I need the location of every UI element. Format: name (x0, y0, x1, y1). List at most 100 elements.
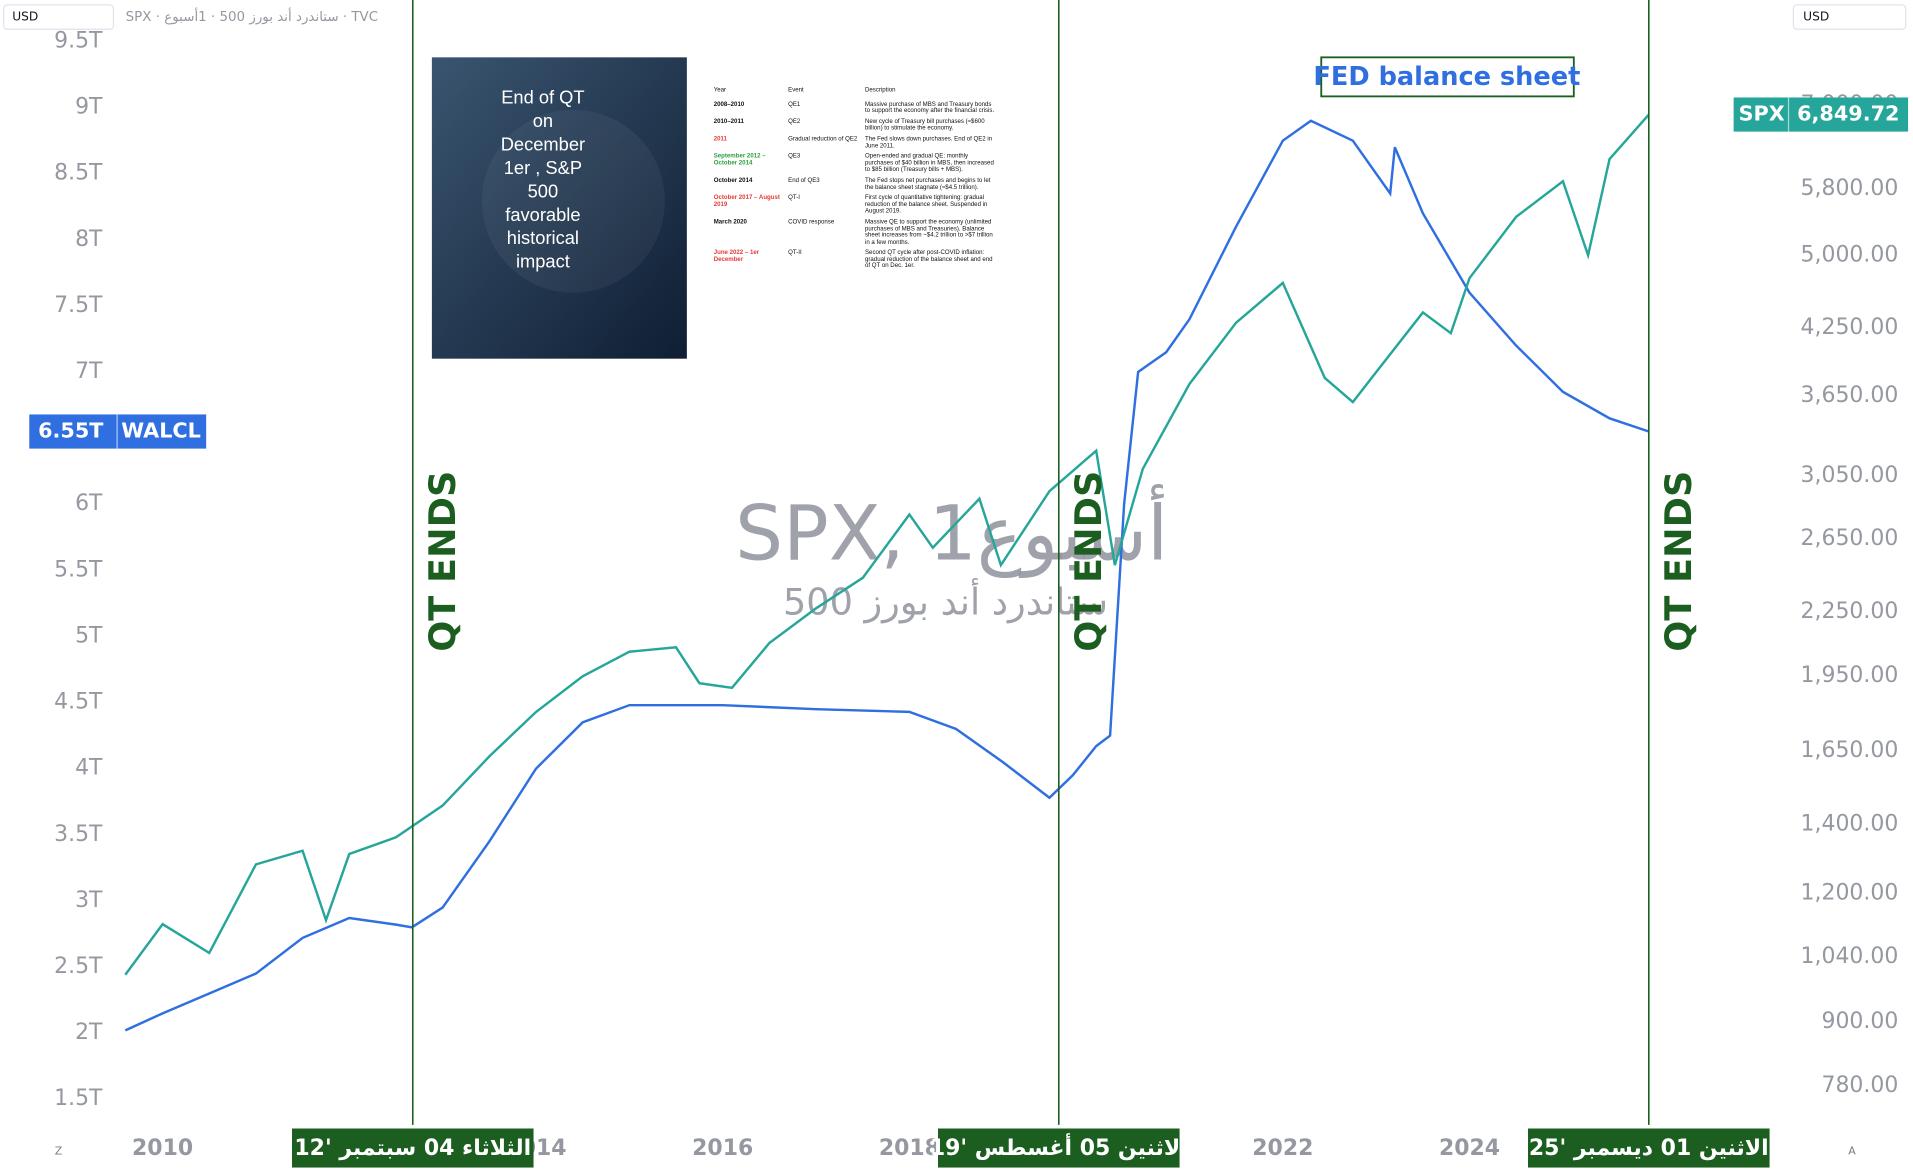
y2-tick-label: 1,650.00 (1801, 738, 1899, 763)
y2-tick-label: 900.00 (1821, 1009, 1898, 1034)
axis-button[interactable]: A (1848, 1145, 1856, 1158)
y-tick-label: 7.5T (54, 293, 103, 318)
x-tick-label: 2010 (132, 1136, 193, 1161)
series-line (124, 113, 1650, 976)
y-tick-label: 6T (75, 491, 103, 516)
table-cell: The Fed slows down purchases. End of QE2… (864, 135, 993, 150)
table-row: Year Event Description (713, 86, 997, 95)
currency-box[interactable] (3, 4, 115, 30)
marker-label: QT ENDS (421, 471, 464, 652)
inset-title-line: December (501, 133, 585, 154)
x-tick-label: 2018 (879, 1136, 940, 1161)
table-cell: End of QE3 (788, 176, 820, 185)
y-tick-label: 8.5T (54, 161, 103, 186)
table-cell: 2011 (713, 135, 727, 143)
legend-name: WALCL (121, 419, 201, 443)
table-cell: September 2012 – October 2014 (713, 152, 766, 167)
table-row: March 2020 COVID response Massive QE to su… (713, 218, 997, 247)
table-cell: QE3 (788, 152, 801, 161)
y-tick-label: 5T (75, 623, 103, 648)
inset-title-line: End of QT (501, 87, 584, 108)
y-tick-label: 3.5T (54, 822, 103, 847)
table-cell: June 2022 – 1er December (713, 249, 760, 264)
currency[interactable]: USD (1803, 10, 1829, 24)
y2-tick-label: 4,250.00 (1801, 315, 1899, 340)
table-row: 2011 Gradual reduction of QE2 The Fed slow… (713, 135, 997, 151)
y-tick-label: 1.5T (54, 1086, 103, 1111)
inset-title-line: historical (507, 227, 579, 248)
annotation-box (1320, 56, 1575, 98)
table-cell: QE2 (788, 118, 801, 126)
x-tick-label: 2016 (692, 1136, 753, 1161)
inset-title-line: on (533, 110, 553, 131)
table-row: October 2014 End of QE3 The Fed stops net … (713, 176, 997, 192)
y2-tick-label: 2,650.00 (1801, 526, 1899, 551)
table-cell: QT-II (788, 249, 802, 257)
table-cell: QT-I (788, 194, 800, 202)
price-label: 6.55T (38, 419, 104, 443)
inset-title-line: impact (516, 251, 570, 272)
currency-box[interactable] (1792, 4, 1907, 30)
y-tick-label: 3T (75, 888, 103, 913)
inset-decoration (481, 109, 665, 293)
table-cell: Gradual reduction of QE2 (788, 135, 858, 143)
marker-label: QT ENDS (1657, 471, 1700, 652)
table-cell: 2008–2010 (713, 100, 745, 109)
currency[interactable]: USD (12, 10, 38, 24)
y2-tick-label: 1,950.00 (1801, 663, 1899, 688)
y-tick-label: 5.5T (54, 557, 103, 582)
table-cell: 2010–2011 (713, 118, 744, 126)
inset-title-line: 500 (528, 180, 559, 201)
annotation: FED balance sheet (1313, 62, 1580, 92)
price-label-box (1733, 97, 1909, 132)
price-label: 6,849.72 (1797, 102, 1899, 126)
table-cell: Description (864, 86, 896, 94)
y-tick-label: 8T (75, 227, 103, 252)
axis-button[interactable]: Z (55, 1145, 63, 1158)
table-cell: October 2017 – August 2019 (713, 194, 780, 209)
table-cell: Open-ended and gradual QE: monthly purch… (864, 152, 994, 174)
table-cell: October 2014 (713, 176, 753, 185)
inset-image (431, 57, 687, 359)
table-row: October 2017 – August 2019 QT-I First cycl… (713, 194, 997, 216)
legend-name: SPX (1739, 102, 1785, 126)
watermark: SPX, 1أسبوع (735, 484, 1168, 579)
table-cell: QE1 (788, 100, 801, 109)
table-row: 2008–2010 QE1 Massive purchase of MBS and … (713, 100, 997, 116)
marker-label: QT ENDS (1067, 471, 1110, 652)
y2-tick-label: 1,040.00 (1801, 944, 1899, 969)
y2-tick-label: 1,200.00 (1801, 880, 1899, 905)
y-tick-label: 2T (75, 1020, 103, 1045)
watermark-subtitle: ستاندرد أند بورز 500 (783, 577, 1108, 623)
table-cell: Year (713, 86, 727, 94)
date-label: الثلاثاء 04 سبتمبر '12 (294, 1136, 531, 1161)
date-label-box (291, 1128, 534, 1168)
y-tick-label: 7T (75, 359, 103, 384)
y2-tick-label: 5,800.00 (1801, 176, 1899, 201)
y-tick-label: 9.5T (54, 28, 103, 53)
table-row: 2010–2011 QE2 New cycle of Treasury bill p… (713, 118, 997, 133)
y2-tick-label: 780.00 (1821, 1073, 1898, 1098)
table-cell: Event (788, 86, 804, 94)
inset-table: Year Event Description 2008–2010 QE1 Massive … (713, 86, 997, 275)
table-row: June 2022 – 1er December QT-II Second QT c… (714, 250, 997, 270)
table-cell: March 2020 (713, 218, 747, 226)
table-cell: New cycle of Treasury bill purchases (≈$… (864, 118, 985, 133)
table-cell: First cycle of quantitative tightening: … (864, 194, 988, 216)
y2-tick-label: 1,400.00 (1801, 811, 1899, 836)
y-tick-label: 2.5T (54, 954, 103, 979)
y-tick-label: 9T (75, 95, 103, 120)
date-label: الاثنين 05 أغسطس '19 (930, 1132, 1188, 1161)
date-label-box (1528, 1128, 1770, 1168)
table-row: September 2012 – October 2014 QE3 Open-end… (713, 152, 997, 174)
table-cell: Massive purchase of MBS and Treasury bon… (864, 100, 995, 115)
inset-title-line: favorable (505, 204, 580, 225)
y-tick-label: 4T (75, 756, 103, 781)
y2-tick-label: 5,000.00 (1801, 242, 1899, 267)
y2-tick-label: 3,050.00 (1801, 463, 1899, 488)
table-cell: Massive QE to support the economy (unlim… (864, 218, 993, 247)
table-cell: Second QT cycle after post-COVID inflati… (864, 249, 993, 271)
